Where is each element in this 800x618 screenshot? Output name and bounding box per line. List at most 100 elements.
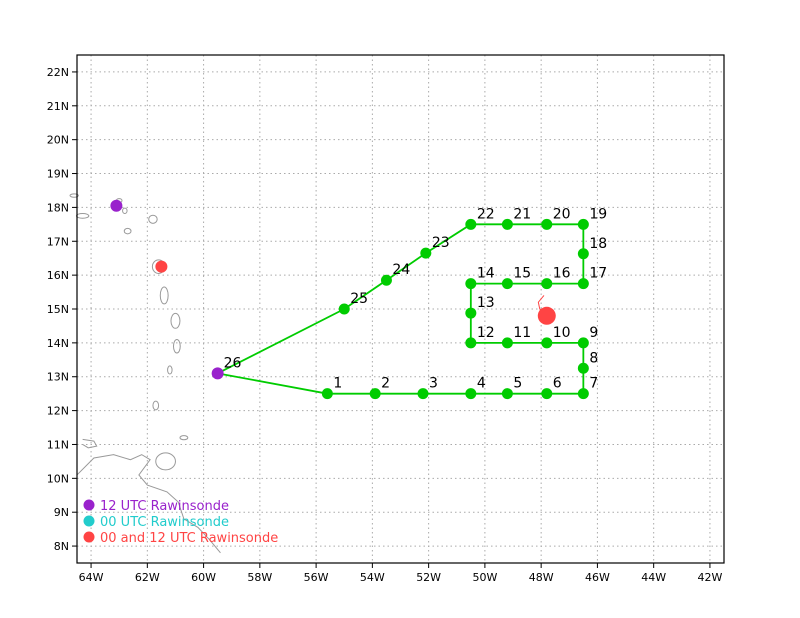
dropsonde-point — [577, 337, 589, 349]
island-outline — [155, 452, 176, 471]
island-outline — [69, 193, 79, 198]
lat-tick-label: 15N — [47, 303, 69, 316]
lat-lon-grid — [77, 55, 724, 563]
lat-tick-label: 14N — [47, 337, 69, 350]
lat-tick-label: 10N — [47, 472, 69, 485]
lon-tick-label: 64W — [79, 571, 104, 584]
track-point-label: 26 — [224, 355, 242, 371]
lon-tick-label: 54W — [360, 571, 385, 584]
island-outline — [179, 435, 189, 441]
lon-tick-label: 48W — [529, 571, 554, 584]
lat-tick-label: 9N — [54, 506, 69, 519]
lat-tick-label: 22N — [47, 66, 69, 79]
dropsonde-point — [577, 388, 589, 400]
track-point-label: 23 — [432, 235, 450, 251]
legend-label: 00 and 12 UTC Rawinsonde — [100, 531, 278, 546]
lat-tick-label: 16N — [47, 269, 69, 282]
track-point-label: 7 — [589, 376, 598, 392]
track-point-label: 21 — [513, 206, 531, 222]
lat-tick-label: 13N — [47, 371, 69, 384]
island-outline — [172, 338, 181, 354]
dropsonde-point — [501, 388, 513, 400]
lat-tick-label: 20N — [47, 134, 69, 147]
rawinsonde-station — [211, 367, 224, 380]
south-america-coastline — [76, 454, 221, 554]
dropsonde-point — [465, 388, 477, 400]
island-outline — [170, 312, 181, 329]
dropsonde-point — [417, 388, 429, 400]
lat-tick-label: 11N — [47, 438, 69, 451]
track-point-label: 24 — [392, 262, 410, 278]
legend-marker — [83, 499, 95, 511]
dropsonde-point — [541, 278, 553, 290]
track-point-label: 22 — [477, 206, 495, 222]
track-point-label: 20 — [553, 206, 571, 222]
lon-tick-label: 52W — [416, 571, 441, 584]
dropsonde-point — [369, 388, 381, 400]
legend-label: 12 UTC Rawinsonde — [100, 499, 229, 514]
track-point-label: 12 — [477, 325, 495, 341]
track-point-label: 9 — [589, 325, 598, 341]
dropsonde-point — [321, 388, 333, 400]
track-point-label: 8 — [589, 350, 598, 366]
legend-marker — [83, 515, 95, 527]
dropsonde-point — [338, 303, 350, 315]
track-point-label: 3 — [429, 376, 438, 392]
dropsonde-point — [380, 274, 392, 286]
dropsonde-point — [577, 248, 589, 260]
lon-tick-label: 42W — [697, 571, 722, 584]
dropsonde-point — [541, 218, 553, 230]
dropsonde-point — [501, 218, 513, 230]
axis-ticks: 64W 62W 60W 58W 56W 54W 52W 50W 48W 46W 44W 42W 8N 9N… — [47, 66, 723, 584]
dropsonde-point — [465, 337, 477, 349]
lat-tick-label: 21N — [47, 100, 69, 113]
dropsonde-point — [577, 278, 589, 290]
storm-center — [537, 295, 556, 325]
lon-tick-label: 62W — [135, 571, 160, 584]
lon-tick-label: 46W — [585, 571, 610, 584]
lat-tick-label: 17N — [47, 235, 69, 248]
lon-tick-label: 50W — [472, 571, 497, 584]
island-outline — [122, 207, 128, 214]
legend-label: 00 UTC Rawinsonde — [100, 515, 229, 530]
track-point-label: 17 — [589, 266, 607, 282]
track-point-label: 6 — [553, 376, 562, 392]
dropsonde-point — [541, 337, 553, 349]
island-outline — [148, 214, 158, 224]
lon-tick-label: 58W — [247, 571, 272, 584]
track-point-label: 18 — [589, 236, 607, 252]
lat-tick-label: 8N — [54, 540, 69, 553]
track-point-label: 15 — [513, 266, 531, 282]
dropsonde-point — [501, 278, 513, 290]
dropsonde-point — [501, 337, 513, 349]
lat-tick-label: 12N — [47, 405, 69, 418]
island-outline — [123, 227, 132, 235]
legend-marker — [83, 531, 95, 543]
dropsonde-point — [577, 362, 589, 374]
rawinsonde-station — [155, 260, 168, 273]
island-outline — [159, 286, 169, 305]
lat-tick-label: 19N — [47, 168, 69, 181]
track-point-label: 1 — [333, 376, 342, 392]
dropsonde-point — [465, 218, 477, 230]
track-point-label: 4 — [477, 376, 486, 392]
lon-tick-label: 60W — [191, 571, 216, 584]
map-frame — [76, 54, 725, 564]
dropsonde-point — [577, 218, 589, 230]
track-point-label: 13 — [477, 295, 495, 311]
island-outline — [75, 212, 90, 219]
track-point-label: 19 — [589, 206, 607, 222]
rawinsonde-station — [110, 199, 123, 212]
track-point-label: 14 — [477, 266, 495, 282]
dropsonde-point — [465, 307, 477, 319]
island-outline — [152, 400, 160, 411]
storm-center-dot — [537, 306, 556, 325]
track-point-label: 5 — [513, 376, 522, 392]
track-point-label: 25 — [350, 291, 368, 307]
lon-tick-label: 44W — [641, 571, 666, 584]
island-outline — [82, 438, 98, 449]
lat-tick-label: 18N — [47, 201, 69, 214]
